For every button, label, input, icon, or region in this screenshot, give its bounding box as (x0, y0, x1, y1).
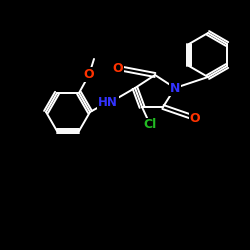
Text: N: N (170, 82, 180, 94)
Text: HN: HN (98, 96, 118, 108)
Text: Cl: Cl (144, 118, 156, 132)
Text: O: O (190, 112, 200, 124)
Text: O: O (84, 68, 94, 82)
Text: O: O (113, 62, 123, 74)
